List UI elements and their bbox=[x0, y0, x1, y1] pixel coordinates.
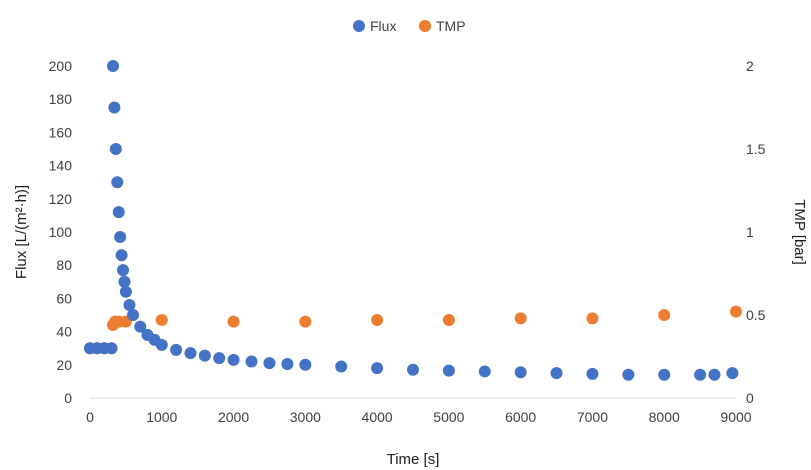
flux-point bbox=[478, 365, 491, 378]
y-left-tick-label: 140 bbox=[49, 158, 73, 174]
flux-point bbox=[726, 367, 739, 380]
y-left-tick-label: 40 bbox=[56, 324, 72, 340]
y-left-tick-label: 200 bbox=[49, 58, 73, 74]
flux-point bbox=[227, 353, 240, 366]
y-left-tick-label: 80 bbox=[56, 257, 72, 273]
flux-point bbox=[263, 357, 276, 370]
flux-point bbox=[622, 368, 635, 381]
flux-point bbox=[694, 368, 707, 381]
flux-point bbox=[281, 357, 294, 370]
right-tick-labels: 0 0.5 1 1.5 2 bbox=[746, 58, 766, 406]
tmp-point bbox=[227, 315, 240, 328]
y-right-tick-label: 0.5 bbox=[746, 307, 766, 323]
x-tick-label: 0 bbox=[86, 409, 94, 425]
y-left-tick-label: 60 bbox=[56, 290, 72, 306]
flux-point bbox=[134, 320, 147, 333]
flux-point bbox=[109, 143, 122, 155]
flux-point bbox=[106, 60, 119, 72]
tmp-point bbox=[299, 315, 312, 328]
legend-label-flux: Flux bbox=[370, 18, 396, 34]
tmp-point bbox=[442, 313, 455, 326]
tmp-point bbox=[514, 312, 527, 325]
flux-point bbox=[115, 249, 128, 262]
flux-point bbox=[111, 176, 124, 189]
x-tick-label: 8000 bbox=[649, 409, 680, 425]
flux-point bbox=[658, 368, 671, 381]
y-left-tick-label: 120 bbox=[49, 191, 73, 207]
flux-point bbox=[127, 309, 140, 321]
y-right-tick-label: 2 bbox=[746, 58, 754, 74]
flux-point bbox=[514, 366, 527, 379]
tmp-point bbox=[371, 313, 384, 326]
flux-point bbox=[170, 343, 183, 356]
x-axis-title: Time [s] bbox=[387, 451, 440, 468]
flux-point bbox=[335, 360, 348, 373]
flux-point bbox=[550, 367, 563, 380]
flux-point bbox=[245, 355, 258, 368]
y-left-tick-label: 100 bbox=[49, 224, 73, 240]
y-left-tick-label: 0 bbox=[64, 390, 72, 406]
x-tick-label: 7000 bbox=[577, 409, 608, 425]
legend-marker-tmp bbox=[419, 20, 431, 32]
flux-point bbox=[371, 362, 384, 375]
tmp-point bbox=[155, 313, 168, 326]
y-right-axis-title: TMP [bar] bbox=[791, 199, 808, 265]
flux-point bbox=[108, 101, 121, 114]
x-tick-label: 5000 bbox=[433, 409, 464, 425]
x-tick-label: 9000 bbox=[720, 409, 751, 425]
y-right-tick-label: 0 bbox=[746, 390, 754, 406]
flux-point bbox=[407, 363, 419, 376]
y-left-tick-label: 20 bbox=[56, 357, 72, 373]
x-tick-labels: 0 1000 2000 3000 4000 5000 6000 7000 8000 9000 bbox=[86, 409, 752, 425]
flux-point bbox=[114, 230, 127, 243]
y-left-tick-label: 180 bbox=[49, 91, 73, 107]
x-tick-label: 3000 bbox=[290, 409, 321, 425]
flux-point bbox=[155, 338, 168, 351]
legend-label-tmp: TMP bbox=[436, 18, 466, 34]
flux-point bbox=[117, 264, 130, 277]
flux-point bbox=[198, 349, 211, 362]
tmp-point bbox=[730, 305, 742, 318]
tmp-point bbox=[658, 309, 671, 321]
x-tick-label: 2000 bbox=[218, 409, 249, 425]
flux-point bbox=[299, 358, 312, 371]
series-flux bbox=[84, 60, 739, 381]
flux-point bbox=[708, 368, 721, 381]
flux-point bbox=[118, 275, 131, 288]
x-tick-label: 1000 bbox=[146, 409, 177, 425]
flux-point bbox=[586, 367, 599, 380]
tmp-point bbox=[586, 312, 599, 325]
flux-point bbox=[112, 206, 125, 219]
flux-point bbox=[105, 342, 118, 355]
y-left-axis-title: Flux [L/(m²·h)] bbox=[13, 185, 30, 279]
x-tick-label: 4000 bbox=[362, 409, 393, 425]
y-right-tick-label: 1.5 bbox=[746, 141, 766, 157]
flux-point bbox=[123, 299, 136, 312]
flux-point bbox=[442, 364, 455, 377]
y-right-tick-label: 1 bbox=[746, 224, 754, 240]
legend: Flux TMP bbox=[353, 18, 466, 34]
legend-marker-flux bbox=[353, 20, 365, 32]
series-tmp bbox=[84, 305, 742, 355]
flux-point bbox=[119, 285, 132, 298]
flux-point bbox=[213, 352, 226, 365]
y-left-tick-label: 160 bbox=[49, 124, 73, 140]
x-tick-label: 6000 bbox=[505, 409, 536, 425]
flux-point bbox=[184, 347, 197, 360]
left-tick-labels: 0 20 40 60 80 100 120 140 160 180 200 bbox=[49, 58, 73, 406]
